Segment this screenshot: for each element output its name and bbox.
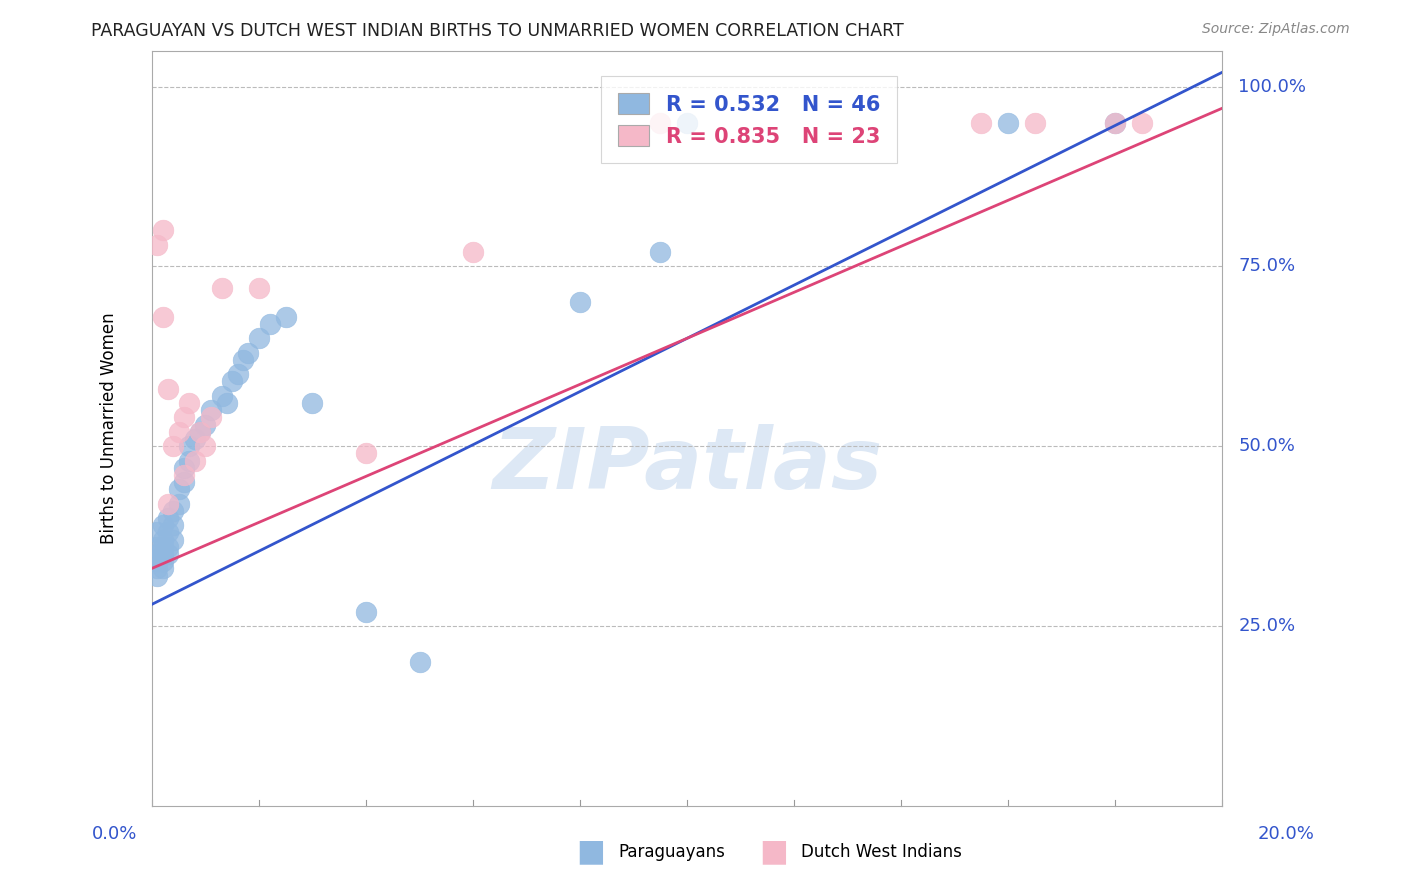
Text: 50.0%: 50.0% (1239, 437, 1295, 455)
Point (211, 281, 233, 295)
Point (152, 547, 174, 561)
Text: 25.0%: 25.0% (1239, 617, 1295, 635)
Point (146, 554, 169, 568)
Point (146, 547, 169, 561)
Text: Paraguayans: Paraguayans (619, 843, 725, 861)
Text: 0.0%: 0.0% (91, 825, 136, 843)
Point (184, 453, 207, 467)
Point (408, 655, 430, 669)
Point (146, 525, 169, 540)
Point (226, 368, 249, 382)
Point (194, 417, 217, 432)
Point (173, 467, 195, 482)
Point (238, 345, 260, 359)
Point (194, 439, 217, 453)
Point (354, 446, 377, 460)
Point (162, 439, 184, 453)
Point (247, 331, 270, 345)
Point (274, 310, 297, 324)
Point (162, 533, 184, 547)
Point (221, 375, 243, 389)
Point (162, 504, 184, 518)
Point (650, 115, 672, 129)
Point (173, 410, 195, 425)
Point (997, 115, 1019, 129)
Text: ZIPatlas: ZIPatlas (492, 425, 882, 508)
Point (162, 518, 184, 533)
Point (156, 525, 179, 540)
Point (301, 396, 323, 410)
Text: ■: ■ (576, 838, 605, 866)
Point (1130, 115, 1153, 129)
Point (156, 497, 179, 511)
Point (152, 540, 174, 554)
Point (167, 425, 190, 439)
Point (152, 533, 174, 547)
Point (1104, 115, 1126, 129)
Point (173, 460, 195, 475)
Text: Source: ZipAtlas.com: Source: ZipAtlas.com (1202, 22, 1350, 37)
Point (200, 410, 222, 425)
Point (152, 310, 174, 324)
Point (152, 554, 174, 568)
Point (146, 540, 169, 554)
Point (156, 382, 179, 396)
Point (156, 540, 179, 554)
Point (146, 568, 169, 582)
Point (184, 432, 207, 446)
Point (152, 561, 174, 575)
Point (461, 245, 484, 260)
Point (146, 561, 169, 575)
Point (188, 425, 211, 439)
Point (152, 518, 174, 533)
Text: 100.0%: 100.0% (1239, 78, 1306, 95)
Text: ■: ■ (759, 838, 787, 866)
Point (156, 511, 179, 525)
Text: 75.0%: 75.0% (1239, 258, 1295, 276)
Point (146, 237, 169, 252)
Point (188, 425, 211, 439)
Point (156, 547, 179, 561)
Text: Dutch West Indians: Dutch West Indians (801, 843, 962, 861)
Point (215, 396, 238, 410)
Point (200, 403, 222, 417)
Point (569, 295, 592, 310)
Legend: R = 0.532   N = 46, R = 0.835   N = 23: R = 0.532 N = 46, R = 0.835 N = 23 (602, 76, 897, 163)
Point (1024, 115, 1046, 129)
Point (247, 281, 270, 295)
Point (179, 439, 201, 453)
Text: Births to Unmarried Women: Births to Unmarried Women (100, 312, 118, 544)
Text: PARAGUAYAN VS DUTCH WEST INDIAN BIRTHS TO UNMARRIED WOMEN CORRELATION CHART: PARAGUAYAN VS DUTCH WEST INDIAN BIRTHS T… (91, 22, 904, 40)
Point (179, 453, 201, 467)
Point (259, 317, 281, 331)
Point (167, 483, 190, 497)
Text: 20.0%: 20.0% (1258, 825, 1315, 843)
Point (211, 389, 233, 403)
Point (179, 396, 201, 410)
Point (167, 497, 190, 511)
Point (970, 115, 993, 129)
Point (354, 605, 377, 619)
Point (650, 245, 672, 260)
Point (1104, 115, 1126, 129)
Point (152, 223, 174, 237)
Point (232, 352, 254, 367)
Point (173, 475, 195, 489)
Point (676, 115, 699, 129)
